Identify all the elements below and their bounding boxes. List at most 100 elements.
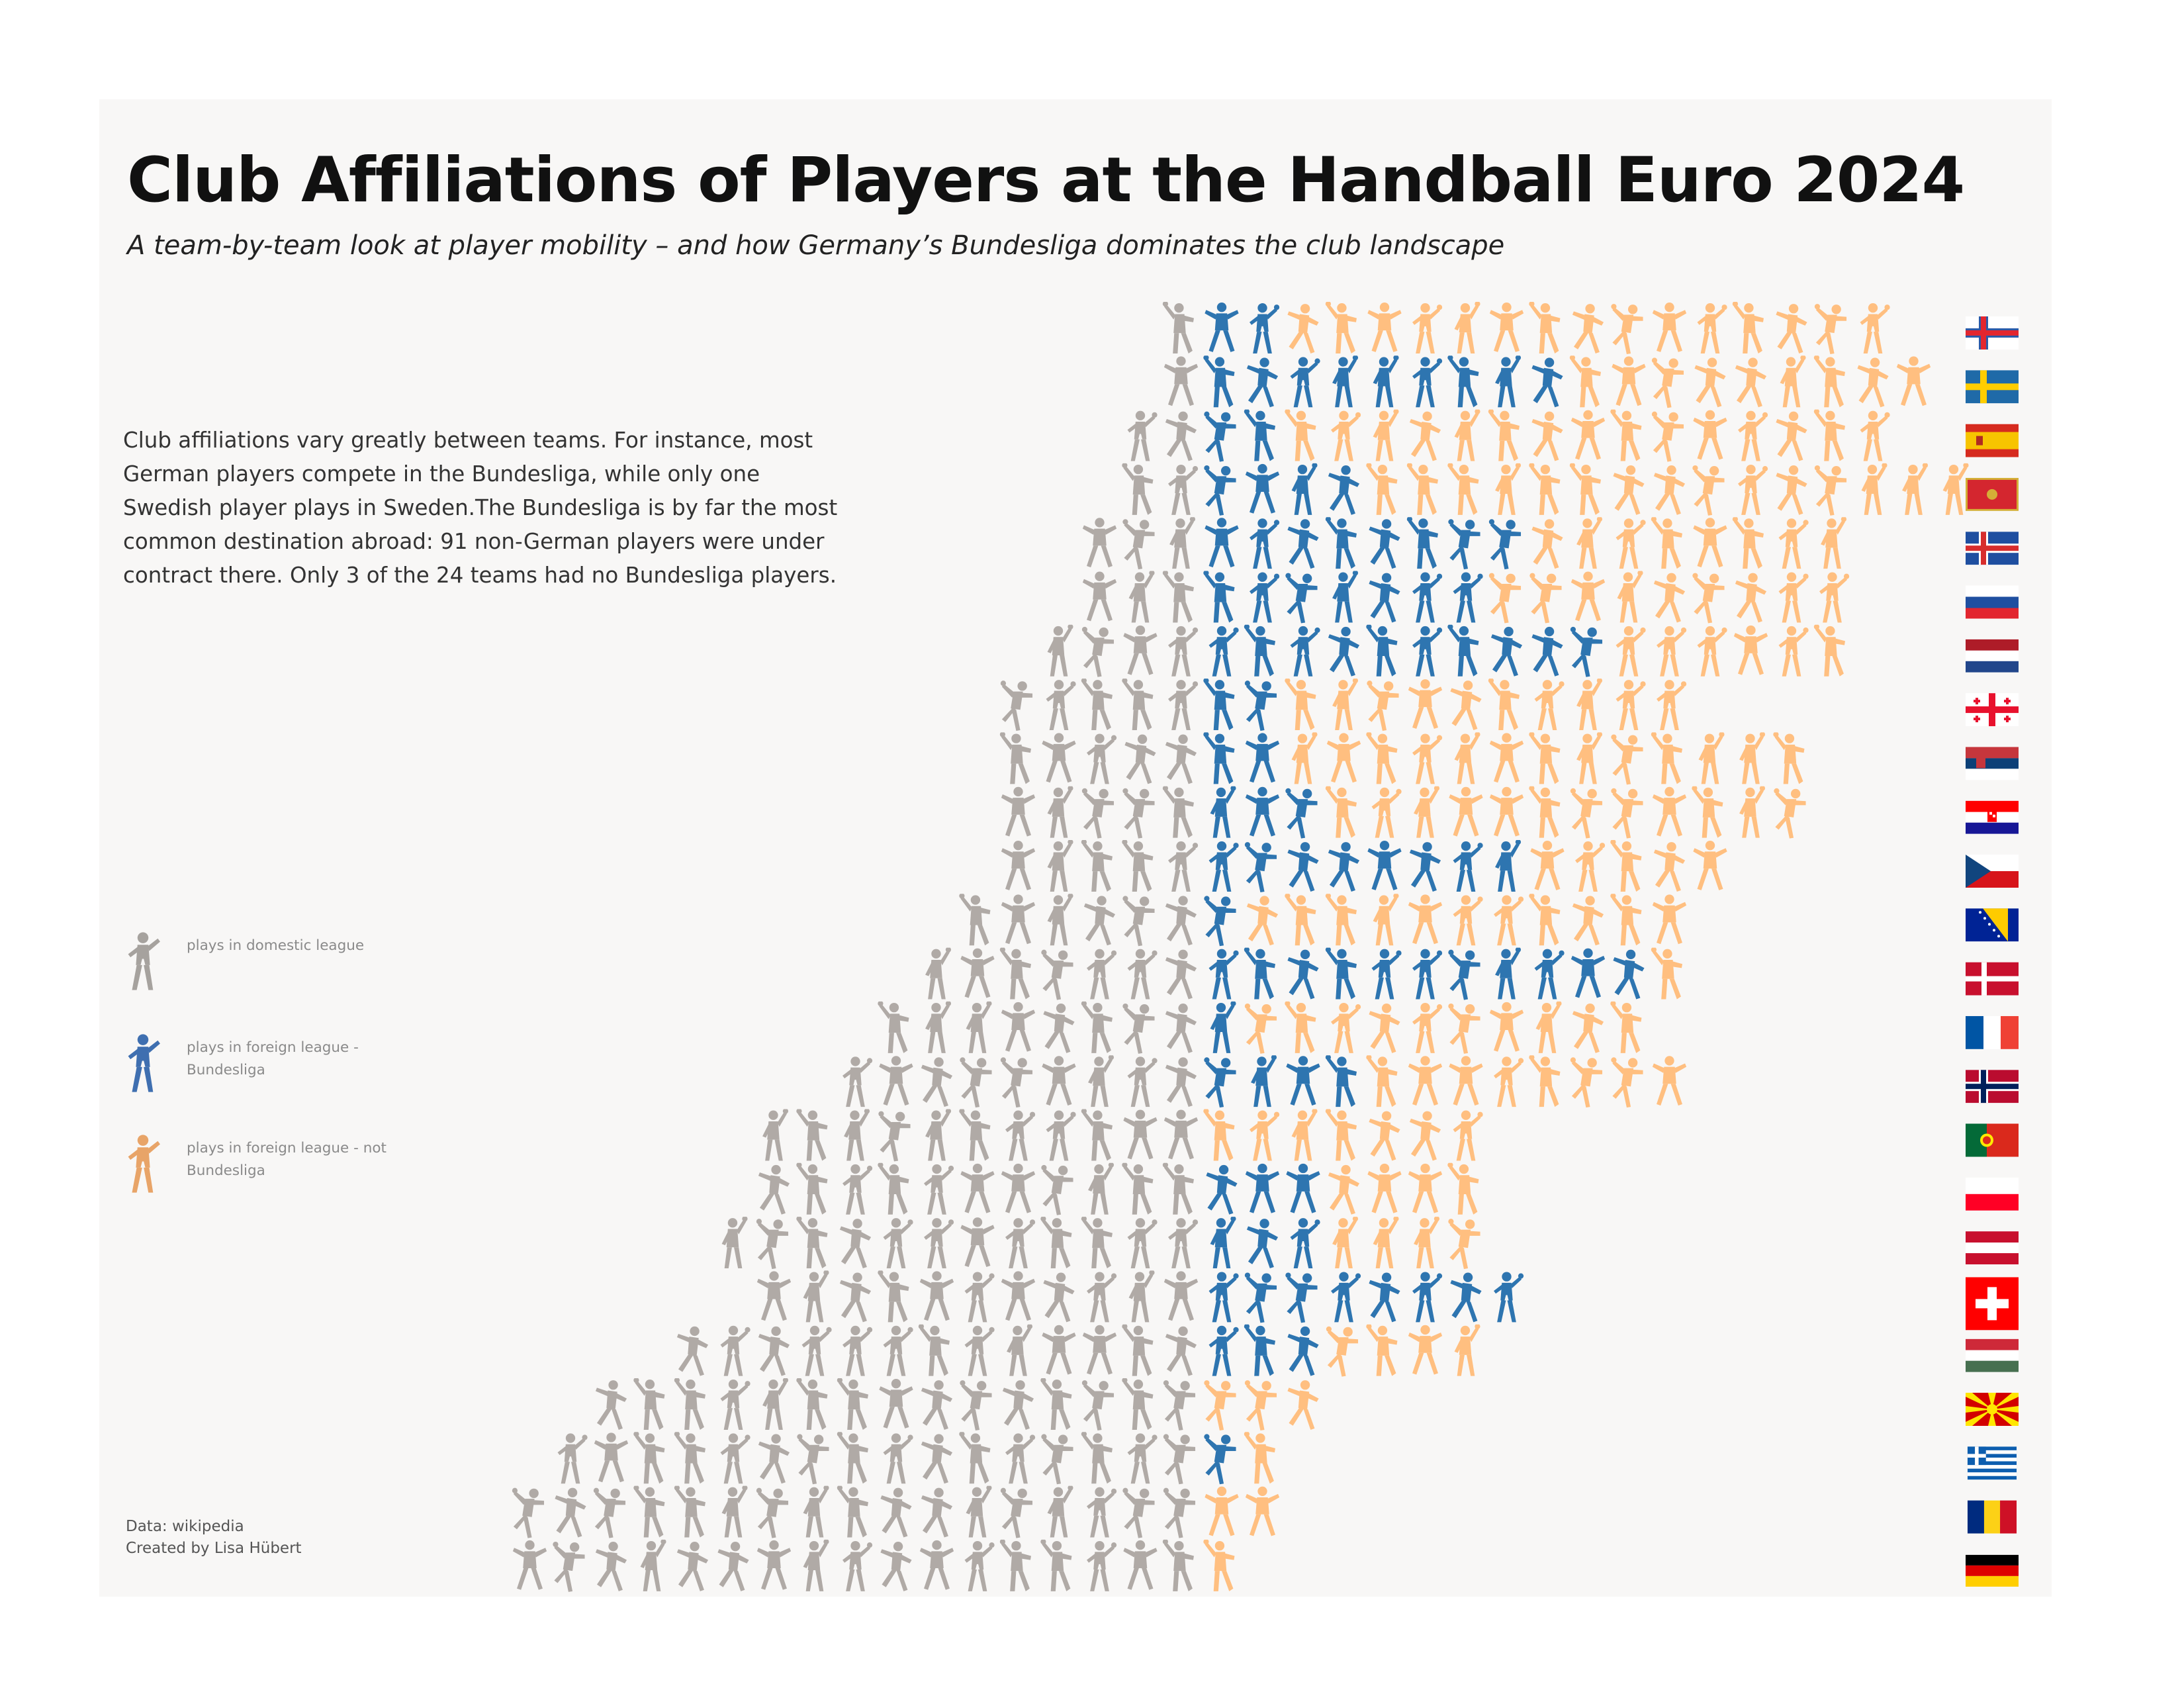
player-icon-domestic: [925, 1001, 952, 1053]
player-icon-other: [1366, 732, 1398, 784]
player-icon-domestic: [1041, 1434, 1073, 1485]
player-icon-domestic: [960, 948, 995, 998]
player-icon-other: [1331, 410, 1361, 461]
player-icon-domestic: [595, 1380, 627, 1430]
player-icon-other: [1651, 732, 1682, 784]
player-icon-other: [1576, 732, 1603, 784]
player-icon-bundesliga: [1409, 842, 1441, 892]
player-icon-other: [1285, 1001, 1316, 1053]
player-icon-other: [1529, 463, 1561, 515]
player-icon-other: [1489, 303, 1524, 352]
player-icon-other: [1291, 732, 1318, 784]
player-icon-domestic: [674, 1432, 705, 1484]
player-icon-domestic: [1087, 1487, 1117, 1538]
player-icon-other: [1412, 1002, 1443, 1053]
player-icon-other: [1412, 733, 1443, 784]
player-icon-bundesliga: [1369, 573, 1400, 623]
player-icon-other: [1860, 303, 1890, 353]
player-icon-domestic: [1163, 1434, 1196, 1485]
player-icon-domestic: [594, 1432, 629, 1483]
player-icon-other: [1287, 1380, 1319, 1430]
player-icon-domestic: [593, 1487, 626, 1538]
player-icon-other: [1570, 1057, 1603, 1108]
player-icon-domestic: [1162, 571, 1194, 623]
player-icon-other: [1572, 896, 1604, 946]
flag-icon-austria: [1966, 1231, 2019, 1265]
player-icon-other: [1776, 304, 1807, 353]
player-icon-bundesliga: [1453, 841, 1483, 892]
player-icon-bundesliga: [1290, 626, 1320, 677]
player-icon-other: [1733, 625, 1768, 675]
player-icon-other: [1732, 517, 1764, 569]
player-icon-bundesliga: [1371, 949, 1402, 1000]
player-icon-domestic: [964, 1272, 995, 1323]
player-icon-bundesliga: [1325, 1055, 1357, 1107]
player-icon-bundesliga: [1203, 355, 1235, 408]
player-icon-other: [1738, 464, 1768, 515]
player-icon-domestic: [1122, 463, 1154, 515]
player-icon-domestic: [959, 1109, 991, 1161]
player-icon-bundesliga: [1412, 357, 1443, 408]
player-icon-other: [1408, 679, 1443, 729]
flag-icon-faroe-islands: [1966, 316, 2019, 350]
legend-item-other: plays in foreign league - not Bundesliga: [123, 1133, 428, 1199]
flag-icon-hungary: [1966, 1338, 2019, 1372]
player-icon-other: [1454, 302, 1480, 353]
player-icon-other: [1328, 1164, 1360, 1215]
player-icon-bundesliga: [1285, 1272, 1318, 1323]
player-icon-domestic: [966, 1001, 992, 1053]
player-icon-other: [1576, 679, 1603, 731]
flag-icon-romania: [1967, 1500, 2017, 1534]
chart-subtitle: A team-by-team look at player mobility –…: [127, 230, 1505, 261]
player-icon-other: [1448, 1219, 1480, 1270]
player-icon-bundesliga: [1328, 842, 1360, 892]
player-icon-domestic: [1087, 1540, 1117, 1591]
player-icon-other: [1653, 842, 1686, 892]
player-icon-domestic: [1002, 1380, 1034, 1430]
player-icon-bundesliga: [1251, 1055, 1277, 1107]
player-icon-domestic: [1122, 896, 1155, 947]
player-icon-other: [1821, 517, 1847, 569]
player-icon-domestic: [1123, 1109, 1158, 1160]
player-icon-domestic: [803, 1485, 829, 1538]
player-icon-domestic: [1047, 624, 1073, 677]
legend-label-bundesliga: plays in foreign league - Bundesliga: [187, 1039, 359, 1078]
player-icon-domestic: [1005, 1218, 1036, 1269]
player-icon-bundesliga: [1531, 357, 1563, 408]
player-icon-bundesliga: [1490, 626, 1523, 677]
player-icon-domestic: [1000, 1487, 1033, 1538]
player-icon-other: [1369, 1003, 1400, 1053]
player-icon-other: [1529, 1055, 1561, 1107]
legend-other-player-icon: [128, 1135, 160, 1193]
player-icon-other: [1325, 786, 1357, 838]
player-icon-domestic: [762, 1378, 789, 1430]
player-icon-other: [1942, 463, 1969, 515]
player-icon-other: [1610, 409, 1642, 461]
player-icon-domestic: [797, 1434, 829, 1485]
player-icon-bundesliga: [1285, 573, 1318, 624]
player-icon-domestic: [1122, 1162, 1154, 1215]
player-icon-bundesliga: [1287, 519, 1319, 569]
player-icon-domestic: [1088, 1162, 1115, 1215]
player-icon-bundesliga: [1494, 1272, 1524, 1323]
player-icon-domestic: [803, 1270, 829, 1323]
player-icon-domestic: [1165, 1326, 1197, 1376]
player-icon-domestic: [837, 1432, 868, 1484]
player-icon-domestic: [1168, 1218, 1199, 1269]
player-icon-bundesliga: [1495, 355, 1522, 408]
player-icon-other: [1245, 1486, 1280, 1536]
player-icon-domestic: [921, 1434, 953, 1484]
player-icon-domestic: [1165, 1003, 1197, 1053]
flag-icon-bosnia-and-herzegovina: [1966, 908, 2019, 942]
player-icon-bundesliga: [1325, 517, 1357, 569]
player-icon-domestic: [756, 1540, 792, 1590]
player-icon-other: [1325, 1109, 1357, 1161]
player-icon-other: [1652, 894, 1687, 945]
player-icon-other: [1693, 841, 1727, 890]
player-icon-domestic: [921, 1057, 953, 1107]
player-icon-domestic: [1043, 1003, 1075, 1053]
player-icon-other: [1697, 303, 1727, 353]
player-icon-other: [1453, 1110, 1483, 1161]
player-icon-bundesliga: [1246, 357, 1279, 408]
